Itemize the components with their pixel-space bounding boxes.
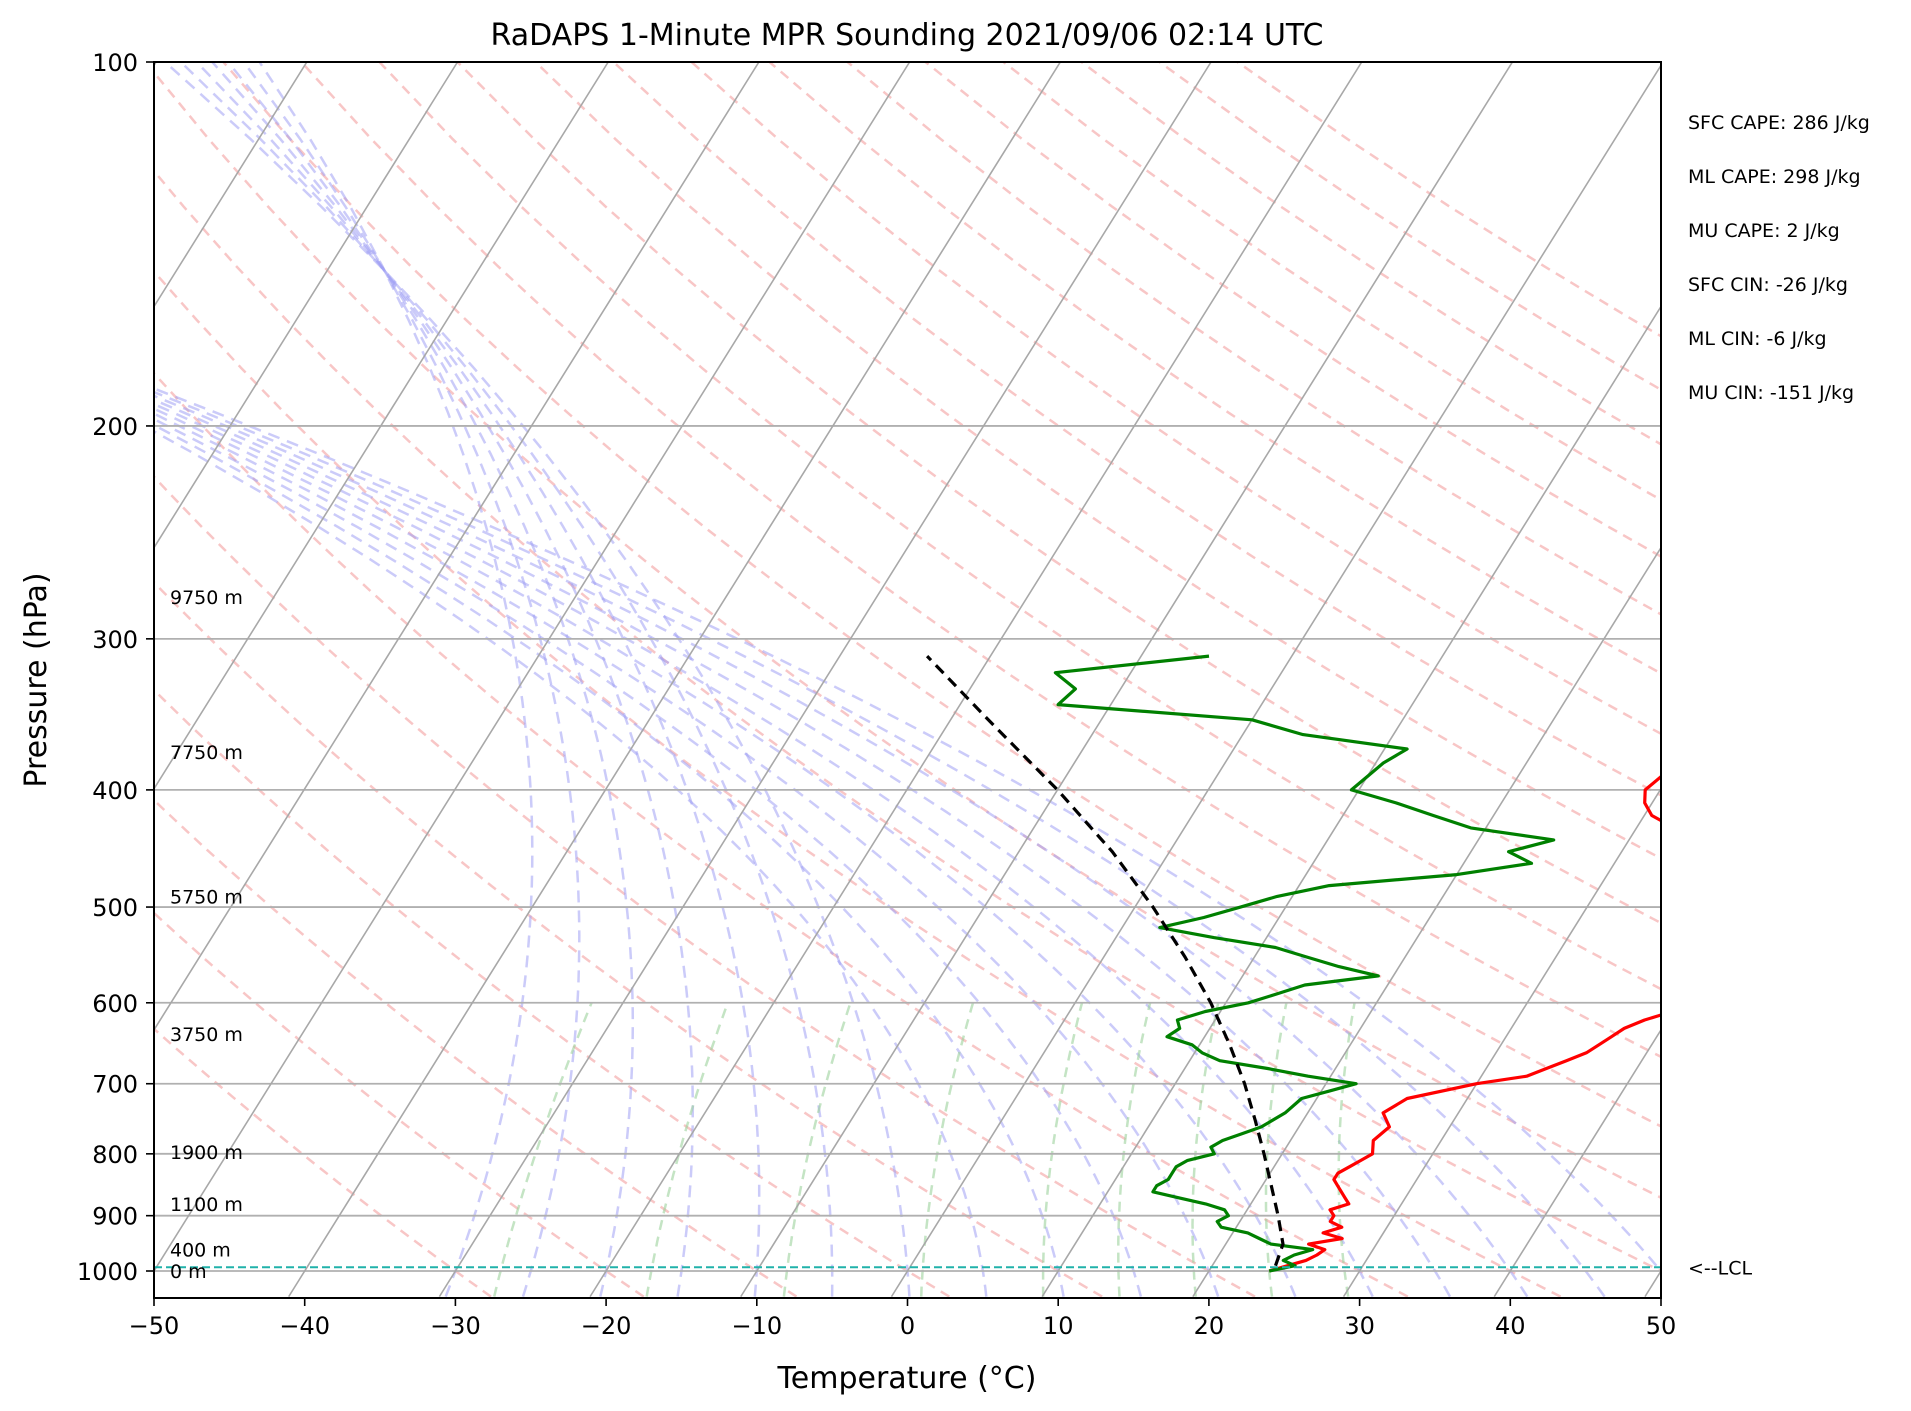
isotherm-line	[1494, 62, 1911, 1297]
moist-adiabat-line	[0, 62, 1218, 1297]
parcel-path-line	[927, 656, 1283, 1266]
isotherm-line	[1042, 62, 1814, 1297]
x-tick-label: −30	[430, 1312, 481, 1340]
temperature-profile-line	[1269, 656, 1842, 1271]
height-label: 1100 m	[170, 1194, 243, 1216]
moist-adiabat-line	[0, 62, 1064, 1297]
moist-adiabat-line	[212, 62, 693, 1297]
mixing-ratio-line	[1339, 1003, 1355, 1297]
isotherm-line	[1193, 62, 1911, 1297]
dry-adiabat-line	[1082, 62, 1911, 1297]
lcl-label: <--LCL	[1688, 1257, 1752, 1279]
dry-adiabat-line	[1004, 62, 1911, 1297]
dry-adiabat-line	[223, 62, 1911, 1297]
x-tick-label: 20	[1194, 1312, 1225, 1340]
dry-adiabat-line	[1238, 62, 1911, 1297]
x-tick-label: −40	[279, 1312, 330, 1340]
plot-frame	[154, 62, 1661, 1298]
stat-line: MU CAPE: 2 J/kg	[1688, 220, 1840, 242]
y-axis-label: Pressure (hPa)	[19, 572, 54, 787]
x-tick-label: 0	[900, 1312, 915, 1340]
height-label: 7750 m	[170, 742, 243, 764]
isotherm-line	[289, 62, 1061, 1297]
x-tick-label: 10	[1043, 1312, 1074, 1340]
dry-adiabat-line	[0, 62, 796, 1297]
x-tick-label: 50	[1646, 1312, 1677, 1340]
dry-adiabat-line	[0, 62, 1408, 1297]
stat-line: ML CAPE: 298 J/kg	[1688, 166, 1861, 188]
y-tick-label: 100	[92, 49, 138, 77]
background-reference-lines	[0, 62, 1911, 1297]
isotherm-line	[1645, 62, 1911, 1297]
stat-line: SFC CIN: -26 J/kg	[1688, 274, 1848, 296]
stats-panel: SFC CAPE: 286 J/kg ML CAPE: 298 J/kg MU CA…	[1688, 112, 1870, 404]
x-axis-ticks: −50 −40 −30 −20 −10 0 10 20 30 40 50	[129, 1298, 1677, 1340]
moist-adiabat-line	[0, 62, 1450, 1297]
moist-adiabat-line	[260, 62, 533, 1297]
y-tick-label: 700	[92, 1071, 138, 1099]
y-tick-label: 500	[92, 894, 138, 922]
dry-adiabat-line	[692, 62, 1911, 1297]
dry-adiabat-line	[379, 62, 1911, 1297]
y-tick-label: 800	[92, 1141, 138, 1169]
x-tick-label: −50	[129, 1312, 180, 1340]
stat-line: SFC CAPE: 286 J/kg	[1688, 112, 1870, 134]
y-tick-label: 400	[92, 777, 138, 805]
stat-line: ML CIN: -6 J/kg	[1688, 328, 1827, 350]
x-tick-label: 40	[1495, 1312, 1526, 1340]
isotherm-line	[0, 62, 608, 1297]
moist-adiabat-line	[165, 62, 909, 1297]
chart-title: RaDAPS 1-Minute MPR Sounding 2021/09/06 …	[491, 18, 1324, 53]
moist-adiabat-line	[0, 62, 1295, 1297]
height-label: 5750 m	[170, 886, 243, 908]
height-label: 3750 m	[170, 1024, 243, 1046]
x-tick-label: −10	[731, 1312, 782, 1340]
y-tick-label: 300	[92, 626, 138, 654]
x-tick-label: −20	[581, 1312, 632, 1340]
y-tick-label: 200	[92, 413, 138, 441]
dry-adiabat-line	[926, 62, 1911, 1297]
x-axis-label: Temperature (°C)	[777, 1361, 1037, 1396]
y-tick-label: 900	[92, 1203, 138, 1231]
height-label: 400 m	[170, 1240, 231, 1262]
isotherm-line	[0, 62, 5, 1297]
isotherm-line	[741, 62, 1513, 1297]
isotherm-gridlines	[0, 62, 1911, 1297]
moist-adiabat-line	[244, 62, 580, 1297]
moist-adiabat-line	[0, 62, 1527, 1297]
moist-adiabat-line	[0, 62, 1141, 1297]
dry-adiabat-line	[0, 62, 644, 1297]
isobar-gridlines	[154, 62, 1661, 1271]
mixing-ratio-line	[647, 1003, 728, 1297]
isotherm-line	[0, 62, 759, 1297]
height-label: 0 m	[170, 1261, 207, 1283]
height-label: 1900 m	[170, 1142, 243, 1164]
dry-adiabat-line	[536, 62, 1911, 1297]
dry-adiabat-line	[67, 62, 1713, 1297]
dry-adiabat-line	[1160, 62, 1911, 1297]
isotherm-line	[590, 62, 1362, 1297]
x-tick-label: 30	[1344, 1312, 1375, 1340]
y-tick-label: 1000	[77, 1258, 138, 1286]
moist-adiabat-line	[0, 62, 1605, 1297]
mixing-ratio-line	[921, 1003, 973, 1297]
stat-line: MU CIN: -151 J/kg	[1688, 382, 1854, 404]
height-labels: 9750 m 7750 m 5750 m 3750 m 1900 m 1100 m 400 …	[170, 587, 243, 1283]
isotherm-line	[138, 62, 910, 1297]
mixing-ratio-line	[1043, 1003, 1082, 1297]
moist-adiabat-line	[0, 62, 1682, 1297]
y-axis-ticks: 100 200 300 400 500 600 700 800 900 1000	[77, 49, 154, 1286]
dry-adiabat-line	[614, 62, 1911, 1297]
dry-adiabat-line	[0, 62, 491, 1297]
dry-adiabat-line	[0, 62, 1255, 1297]
isotherm-line	[891, 62, 1663, 1297]
dry-adiabat-line	[0, 62, 1561, 1297]
y-tick-label: 600	[92, 990, 138, 1018]
dry-adiabat-line	[0, 62, 949, 1297]
moist-adiabat-line	[181, 62, 832, 1297]
height-label: 9750 m	[170, 587, 243, 609]
